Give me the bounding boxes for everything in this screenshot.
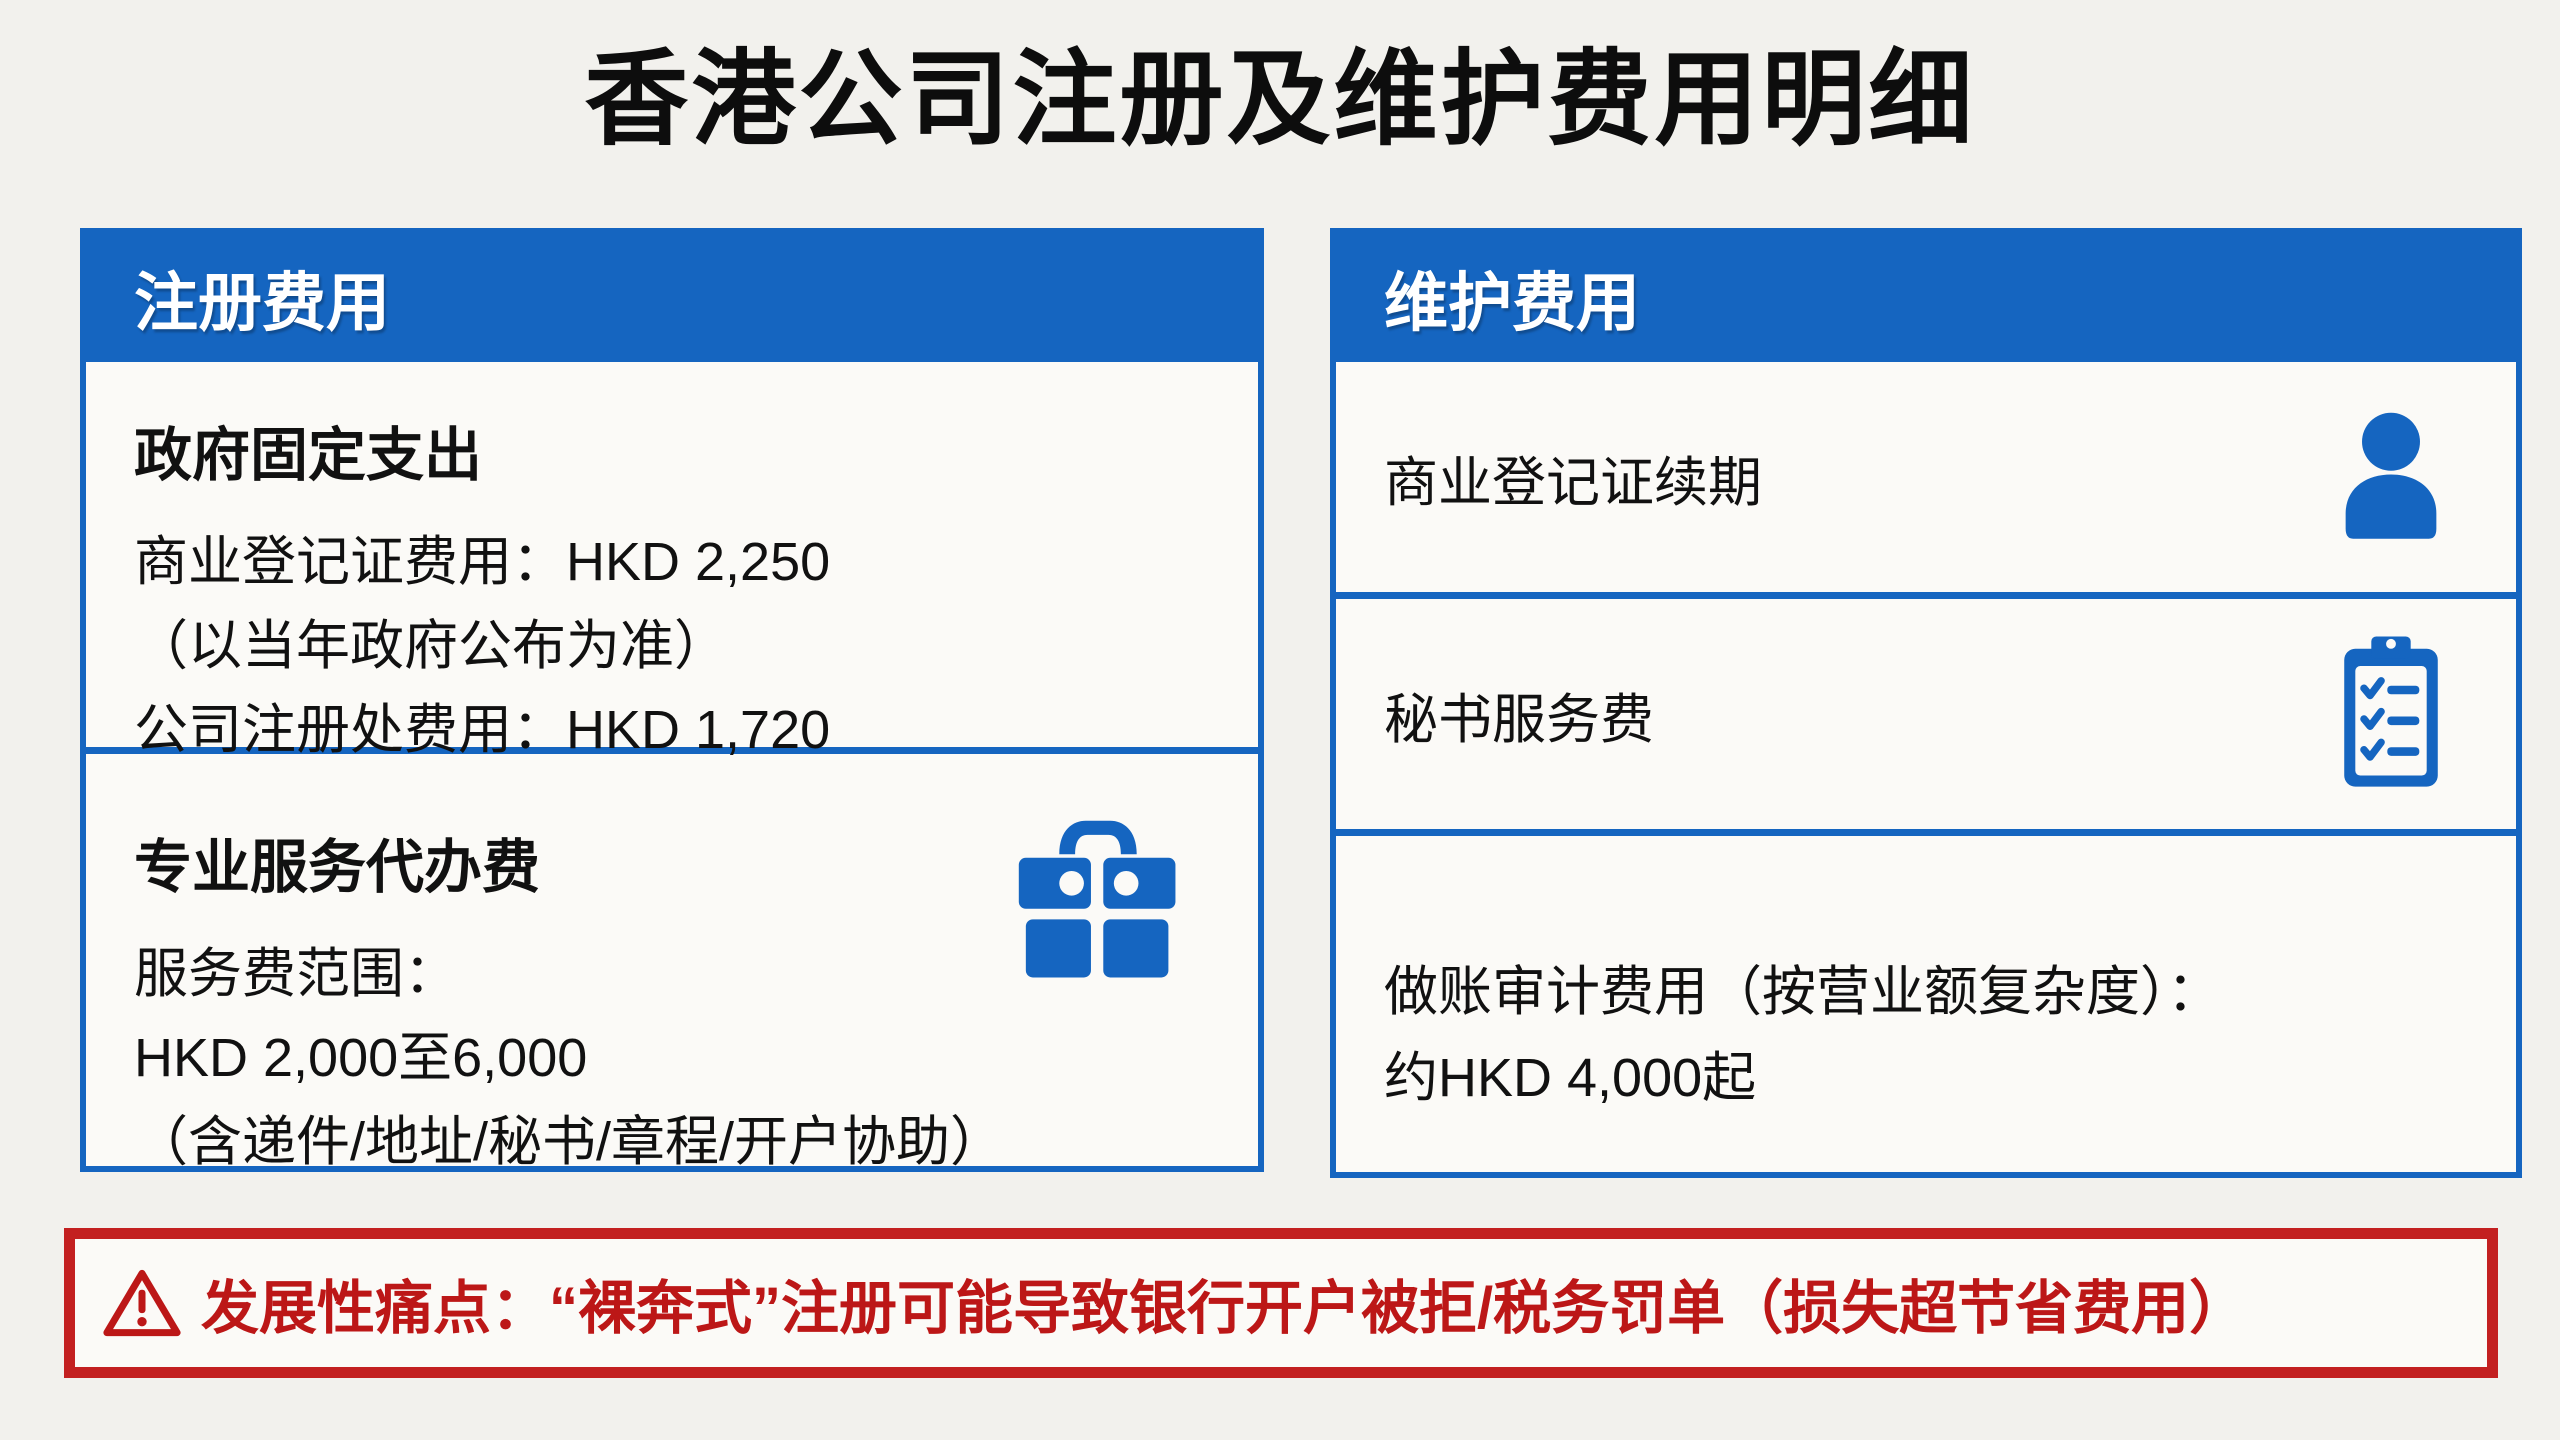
warning-text: 发展性痛点：“裸奔式”注册可能导致银行开户被拒/税务罚单（损失超节省费用） <box>201 1276 2248 1341</box>
audit-fee-line2: 约HKD 4,000起 <box>1384 1048 1757 1108</box>
government-fixed-costs-heading: 政府固定支出 <box>134 423 483 488</box>
user-icon <box>2328 397 2454 557</box>
service-fee-range-label: 服务费范围： <box>134 944 458 1004</box>
business-registration-fee-line: 商业登记证费用：HKD 2,250 <box>134 532 831 592</box>
warning-icon <box>103 1267 181 1339</box>
maintenance-row-secretary: 秘书服务费 <box>1336 599 2516 836</box>
audit-fee-text: 做账审计费用（按营业额复杂度）： 约HKD 4,000起 <box>1384 949 2221 1122</box>
professional-service-section: 专业服务代办费 服务费范围： HKD 2,000至6,000 （含递件/地址/秘… <box>86 754 1258 1209</box>
page-title: 香港公司注册及维护费用明细 <box>584 42 1976 158</box>
brc-renewal-label: 商业登记证续期 <box>1384 452 1762 513</box>
briefcase-icon <box>1010 812 1186 988</box>
warning-banner: 发展性痛点：“裸奔式”注册可能导致银行开户被拒/税务罚单（损失超节省费用） <box>64 1228 2498 1378</box>
audit-fee-line1: 做账审计费用（按营业额复杂度）： <box>1384 961 2221 1022</box>
companies-registry-fee-line: 公司注册处费用：HKD 1,720 <box>134 700 831 761</box>
government-announcement-note: （以当年政府公布为准） <box>134 616 728 677</box>
service-fee-inclusions: （含递件/地址/秘书/章程/开户协助） <box>134 1112 1005 1173</box>
registration-panel-title: 注册费用 <box>134 267 390 339</box>
maintenance-panel-header: 维护费用 <box>1336 234 2516 362</box>
service-fee-range-value: HKD 2,000至6,000 <box>134 1028 588 1089</box>
registration-panel-header: 注册费用 <box>86 234 1258 362</box>
clipboard-icon <box>2328 634 2454 794</box>
government-fixed-costs-section: 政府固定支出 商业登记证费用：HKD 2,250 （以当年政府公布为准） 公司注… <box>86 362 1258 760</box>
maintenance-panel-title: 维护费用 <box>1384 267 1640 339</box>
registration-fees-panel: 注册费用 政府固定支出 商业登记证费用：HKD 2,250 （以当年政府公布为准… <box>80 228 1264 1172</box>
maintenance-row-brc-renewal: 商业登记证续期 <box>1336 362 2516 599</box>
secretary-fee-label: 秘书服务费 <box>1384 689 1654 750</box>
maintenance-row-audit: 做账审计费用（按营业额复杂度）： 约HKD 4,000起 <box>1336 836 2516 1170</box>
maintenance-fees-panel: 维护费用 商业登记证续期 秘书服务费 <box>1330 228 2522 1178</box>
professional-service-heading: 专业服务代办费 <box>134 835 541 900</box>
